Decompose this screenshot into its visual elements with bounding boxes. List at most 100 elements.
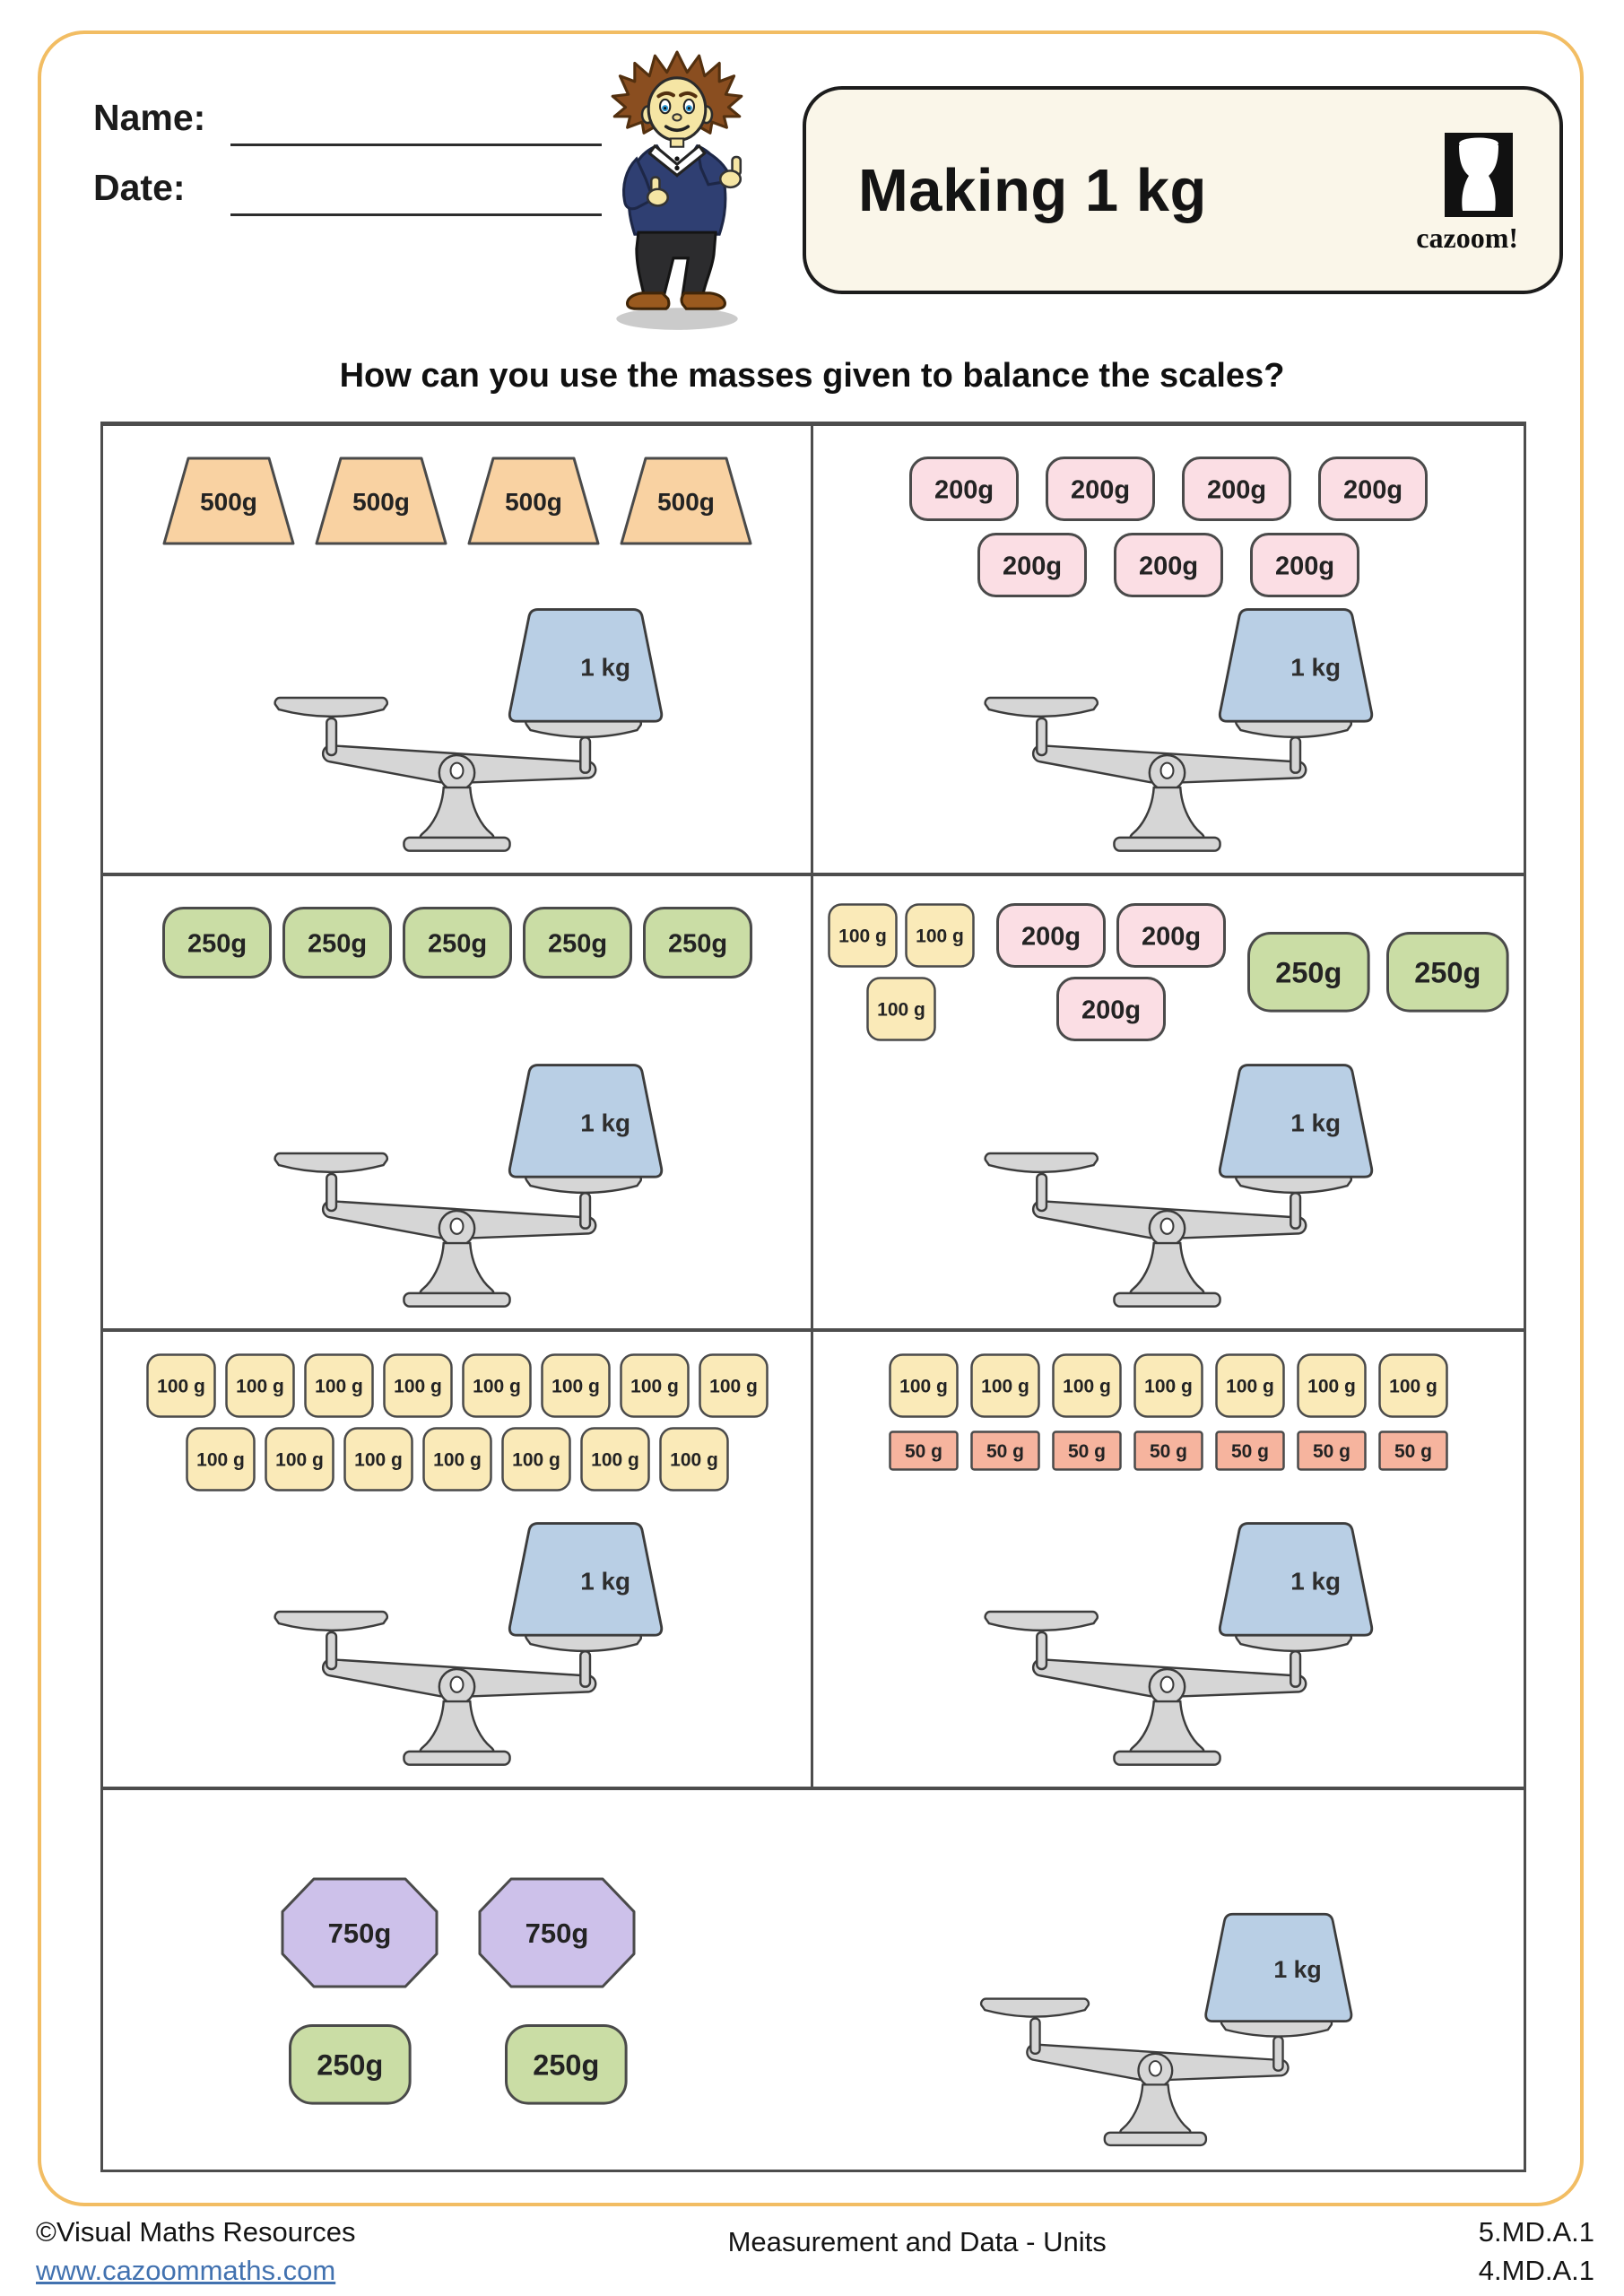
weight-100g: 100 g [905,903,976,968]
svg-text:100 g: 100 g [512,1450,560,1471]
svg-text:100 g: 100 g [157,1377,205,1397]
svg-text:100 g: 100 g [981,1377,1029,1397]
footer-standards: 5.MD.A.1 4.MD.A.1 [1479,2213,1594,2291]
weight-100g: 100 g [461,1353,532,1418]
weights-area: 750g 750g 250g 250g [248,1877,669,2105]
svg-text:100 g: 100 g [1144,1377,1193,1397]
problem-cell-4: 100 g 100 g 100 g 200g 200g 200g 250g 250g 1 kg [813,876,1524,1328]
weight-200g: 200g [977,533,1087,597]
scale-left-pan [274,1610,389,1632]
boy-shadow [616,308,738,330]
svg-text:250g: 250g [317,2048,384,2081]
weight-row: 250g 250g 250g 250g 250g [161,907,752,978]
scale-left-pan [984,1152,1099,1174]
svg-text:100 g: 100 g [591,1450,639,1471]
weight-group: 250g 250g [289,2024,628,2105]
question-text: How can you use the masses given to bala… [339,357,1285,395]
weight-250g: 250g [402,907,512,978]
weight-row: 100 g 100 g 100 g 100 g 100 g 100 g 100 g [889,1353,1448,1418]
scale-stand [1129,786,1205,840]
weights-area: 500g 500g 500g 500g [103,426,811,546]
weight-row: 200g 200g 200g 200g [909,457,1428,521]
weight-100g: 100 g [382,1353,453,1418]
one-kg-label: 1 kg [1290,1109,1341,1136]
weight-250g: 250g [1386,932,1509,1013]
svg-text:200g: 200g [1275,552,1334,580]
scale-area: 1 kg [979,1059,1392,1313]
weight-row: 250g 250g [289,2024,628,2105]
scale-area: 1 kg [269,1059,682,1313]
weight-50g: 50 g [889,1431,959,1471]
svg-text:500g: 500g [352,488,410,516]
weight-500g: 500g [162,457,294,545]
weight-row: 100 g 100 g [828,903,976,968]
scale-left-pan [979,1997,1090,2018]
balance-scale: 1 kg [274,608,664,852]
weight-row: 750g 750g [281,1877,636,1988]
weight-100g: 100 g [303,1353,374,1418]
svg-text:50 g: 50 g [905,1441,942,1462]
scale-left-pan [274,696,389,718]
weight-100g: 100 g [970,1353,1040,1418]
weight-row: 100 g 100 g 100 g 100 g 100 g 100 g 100 g [185,1427,729,1492]
scale-stand [419,1241,495,1296]
svg-text:200g: 200g [1343,475,1403,504]
date-label: Date: [93,167,186,208]
copyright-text: ©Visual Maths Resources [36,2216,356,2248]
weight-50g: 50 g [1297,1431,1367,1471]
name-line [230,144,602,146]
weight-250g: 250g [642,907,752,978]
svg-text:100 g: 100 g [916,926,965,947]
svg-text:50 g: 50 g [1068,1441,1106,1462]
scale-area: 1 kg [976,1909,1370,2152]
weights-area: 250g 250g 250g 250g 250g [103,876,811,978]
svg-text:100 g: 100 g [236,1377,284,1397]
svg-text:100 g: 100 g [551,1377,600,1397]
one-kg-label: 1 kg [1290,1567,1341,1595]
weight-200g: 200g [1056,977,1167,1041]
boy-character-illustration [611,50,743,330]
website-link[interactable]: www.cazoommaths.com [36,2254,336,2286]
svg-text:100 g: 100 g [709,1377,758,1397]
weight-100g: 100 g [185,1427,256,1492]
weights-area: 200g 200g 200g 200g 200g 200g 200g [813,426,1524,597]
balance-scale: 1 kg [274,1522,664,1766]
svg-text:100 g: 100 g [839,926,888,947]
weight-row: 200g [1056,977,1167,1041]
table-row-3: 100 g 100 g 100 g 100 g 100 g 100 g 100 g 100 g… [103,1332,1524,1790]
one-kg-weight [508,1064,664,1178]
table-row-2: 250g 250g 250g 250g 250g 1 kg 100 g 100 g 100 … [103,876,1524,1332]
one-kg-label: 1 kg [1290,653,1341,681]
weight-group: 750g 750g [281,1877,636,1988]
svg-text:200g: 200g [1139,552,1198,580]
weight-group: 50 g 50 g 50 g 50 g 50 g 50 g 50 g [889,1431,1448,1471]
one-kg-weight [1218,608,1374,723]
weight-100g: 100 g [1215,1353,1285,1418]
svg-text:500g: 500g [505,488,562,516]
scale-base [403,836,511,852]
weight-750g: 750g [478,1877,636,1988]
svg-text:50 g: 50 g [1394,1441,1432,1462]
svg-text:200g: 200g [1142,922,1201,951]
weight-50g: 50 g [1378,1431,1448,1471]
svg-text:200g: 200g [1207,475,1266,504]
svg-text:50 g: 50 g [986,1441,1024,1462]
scale-base [403,1750,511,1766]
footer: ©Visual Maths Resources www.cazoommaths.… [36,2213,1594,2291]
scale-left-pan [984,1610,1099,1632]
weight-100g: 100 g [264,1427,334,1492]
weight-200g: 200g [1116,903,1227,968]
svg-text:100 g: 100 g [394,1377,442,1397]
weight-100g: 100 g [619,1353,690,1418]
one-kg-weight [508,608,664,723]
svg-text:200g: 200g [1071,475,1130,504]
svg-text:250g: 250g [667,929,726,958]
standard-code: 5.MD.A.1 [1478,2216,1594,2248]
name-label: Name: [93,97,206,138]
weight-group: 250g 250g [1247,932,1509,1013]
footer-topic: Measurement and Data - Units [727,2226,1107,2257]
svg-text:250g: 250g [1276,957,1342,989]
weight-group: 100 g 100 g 100 g 100 g 100 g 100 g 100 g [889,1353,1448,1418]
scale-base [1113,836,1221,852]
table-row-4: 750g 750g 250g 250g 1 kg [103,1790,1524,2170]
